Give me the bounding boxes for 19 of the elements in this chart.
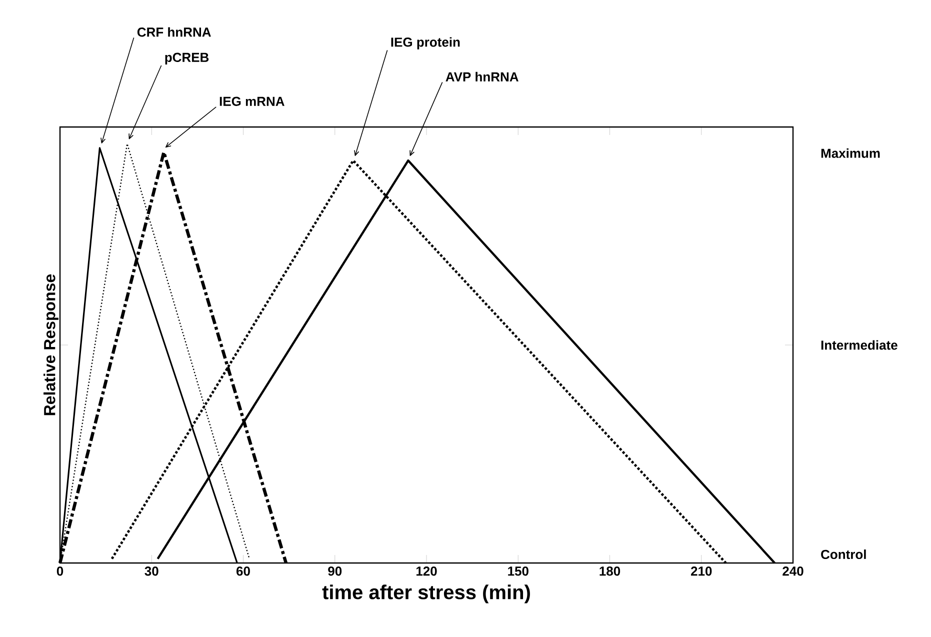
x-axis-title: time after stress (min) [322,584,530,604]
text: Control [821,550,866,560]
text: AVP hnRNA [446,72,518,82]
x-tick-label: 60 [236,566,250,576]
x-tick-label: 120 [416,566,437,576]
x-tick-label: 30 [144,566,158,576]
x-tick-label: 210 [690,566,712,576]
x-tick-label: 240 [782,566,804,576]
text: Intermediate [821,340,898,350]
text: CRF hnRNA [137,27,211,37]
text: IEG mRNA [220,96,284,106]
x-tick-label: 0 [56,566,64,576]
text: pCREB [165,52,209,65]
text: Maximum [821,148,880,158]
text: IEG protein [391,37,460,50]
x-tick-label: 90 [328,566,342,576]
x-tick-label: 180 [600,566,620,576]
y-axis-title: Relative Response [44,274,58,416]
x-tick-label: 150 [508,566,528,576]
